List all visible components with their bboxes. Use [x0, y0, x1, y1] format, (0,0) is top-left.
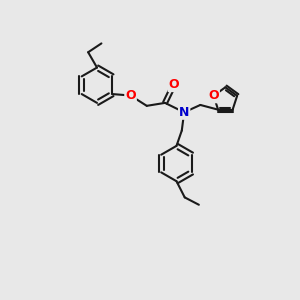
Text: O: O	[125, 89, 136, 102]
Text: O: O	[169, 78, 179, 91]
Text: N: N	[179, 106, 189, 119]
Text: O: O	[208, 89, 219, 102]
